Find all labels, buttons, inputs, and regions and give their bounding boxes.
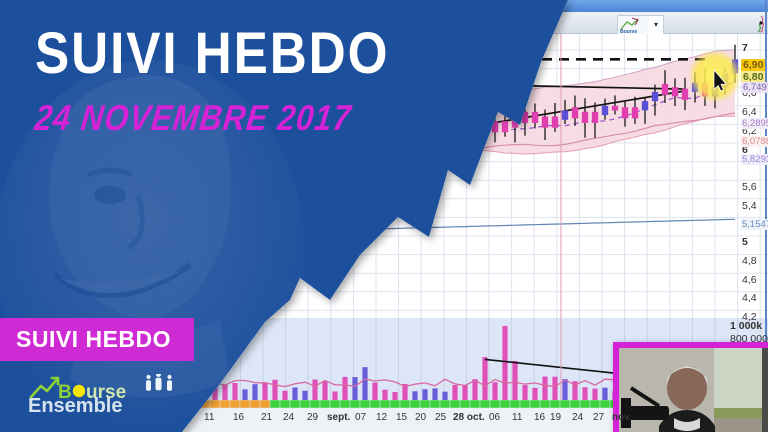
svg-text:Ensemble: Ensemble bbox=[28, 395, 122, 414]
